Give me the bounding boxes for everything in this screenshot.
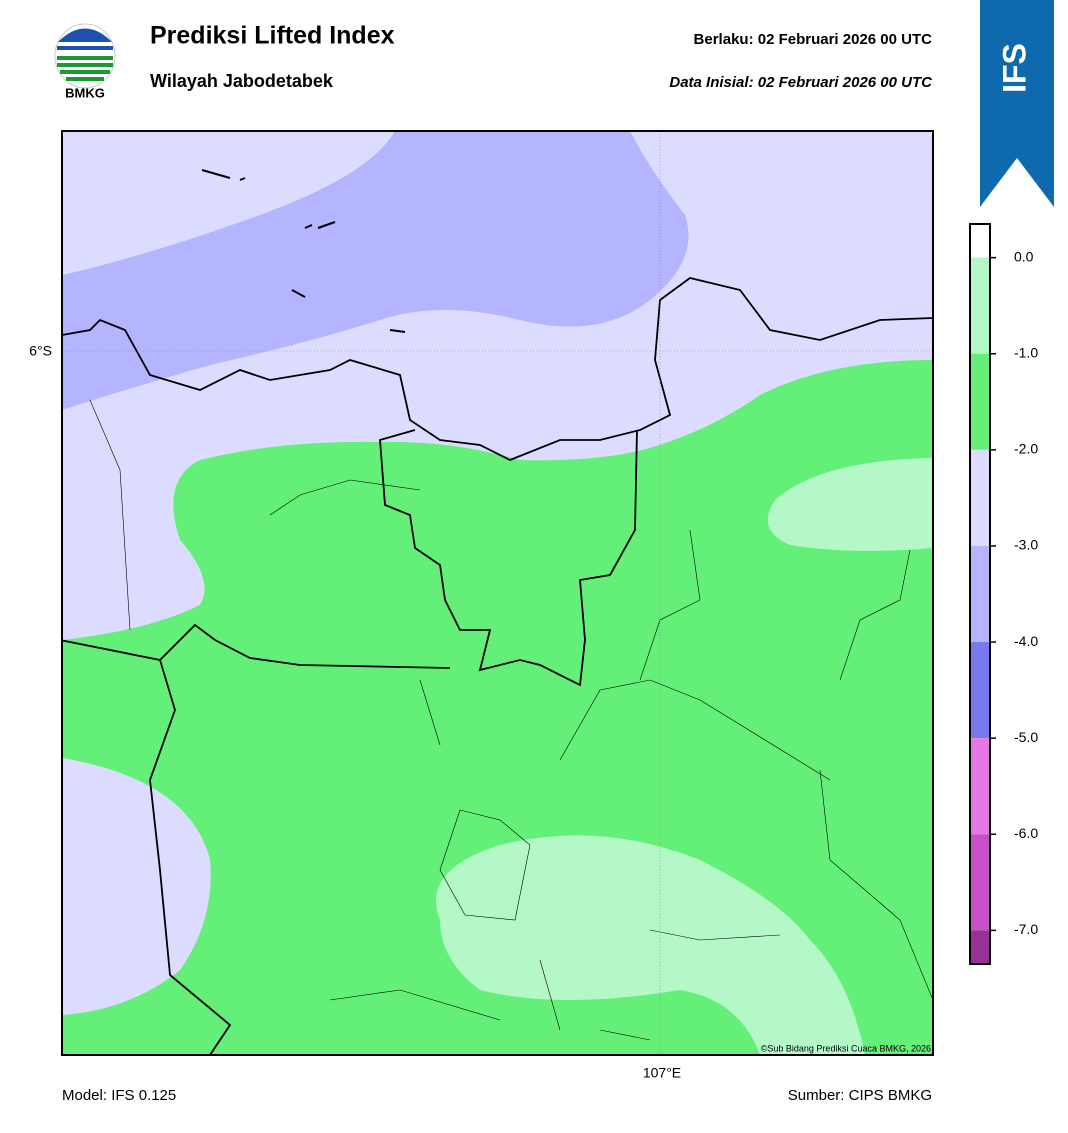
colorbar-segment: [970, 834, 990, 931]
colorbar-segment: [970, 545, 990, 643]
lon-label: 107°E: [643, 1065, 681, 1081]
title: Prediksi Lifted Index: [150, 22, 395, 50]
lat-label: 6°S: [29, 343, 52, 359]
colorbar-label: -2.0: [1014, 441, 1038, 457]
colorbar-label: -4.0: [1014, 633, 1038, 649]
colorbar-segment: [970, 449, 990, 546]
colorbar-label: -5.0: [1014, 729, 1038, 745]
colorbar-label: -6.0: [1014, 825, 1038, 841]
copyright: ©Sub Bidang Prediksi Cuaca BMKG, 2026: [761, 1043, 931, 1053]
colorbar-segment: [970, 257, 990, 354]
colorbar-segment: [970, 224, 990, 258]
colorbar-label: -1.0: [1014, 344, 1038, 360]
colorbar-label: 0.0: [1014, 248, 1034, 264]
colorbar-segment: [970, 642, 990, 739]
map-frame: [61, 130, 934, 1056]
source: Sumber: CIPS BMKG: [788, 1087, 932, 1104]
subtitle: Wilayah Jabodetabek: [150, 71, 334, 91]
colorbar-segment: [970, 930, 990, 964]
valid-time: Berlaku: 02 Februari 2026 00 UTC: [694, 31, 933, 48]
logo: [54, 23, 116, 89]
badge: [980, 0, 1054, 207]
initial-time: Data Inisial: 02 Februari 2026 00 UTC: [669, 74, 933, 91]
colorbar-label: -7.0: [1014, 921, 1038, 937]
badge-text: IFS: [996, 43, 1032, 93]
colorbar-label: -3.0: [1014, 537, 1038, 553]
colorbar: 0.0 -1.0 -2.0 -3.0 -4.0 -5.0 -6.0 -7.0: [969, 223, 1038, 965]
model: Model: IFS 0.125: [62, 1087, 176, 1104]
logo-text: BMKG: [65, 85, 105, 100]
colorbar-frame: [969, 223, 991, 965]
map: [62, 131, 933, 1055]
colorbar-segment: [970, 738, 990, 835]
colorbar-segment: [970, 353, 990, 450]
